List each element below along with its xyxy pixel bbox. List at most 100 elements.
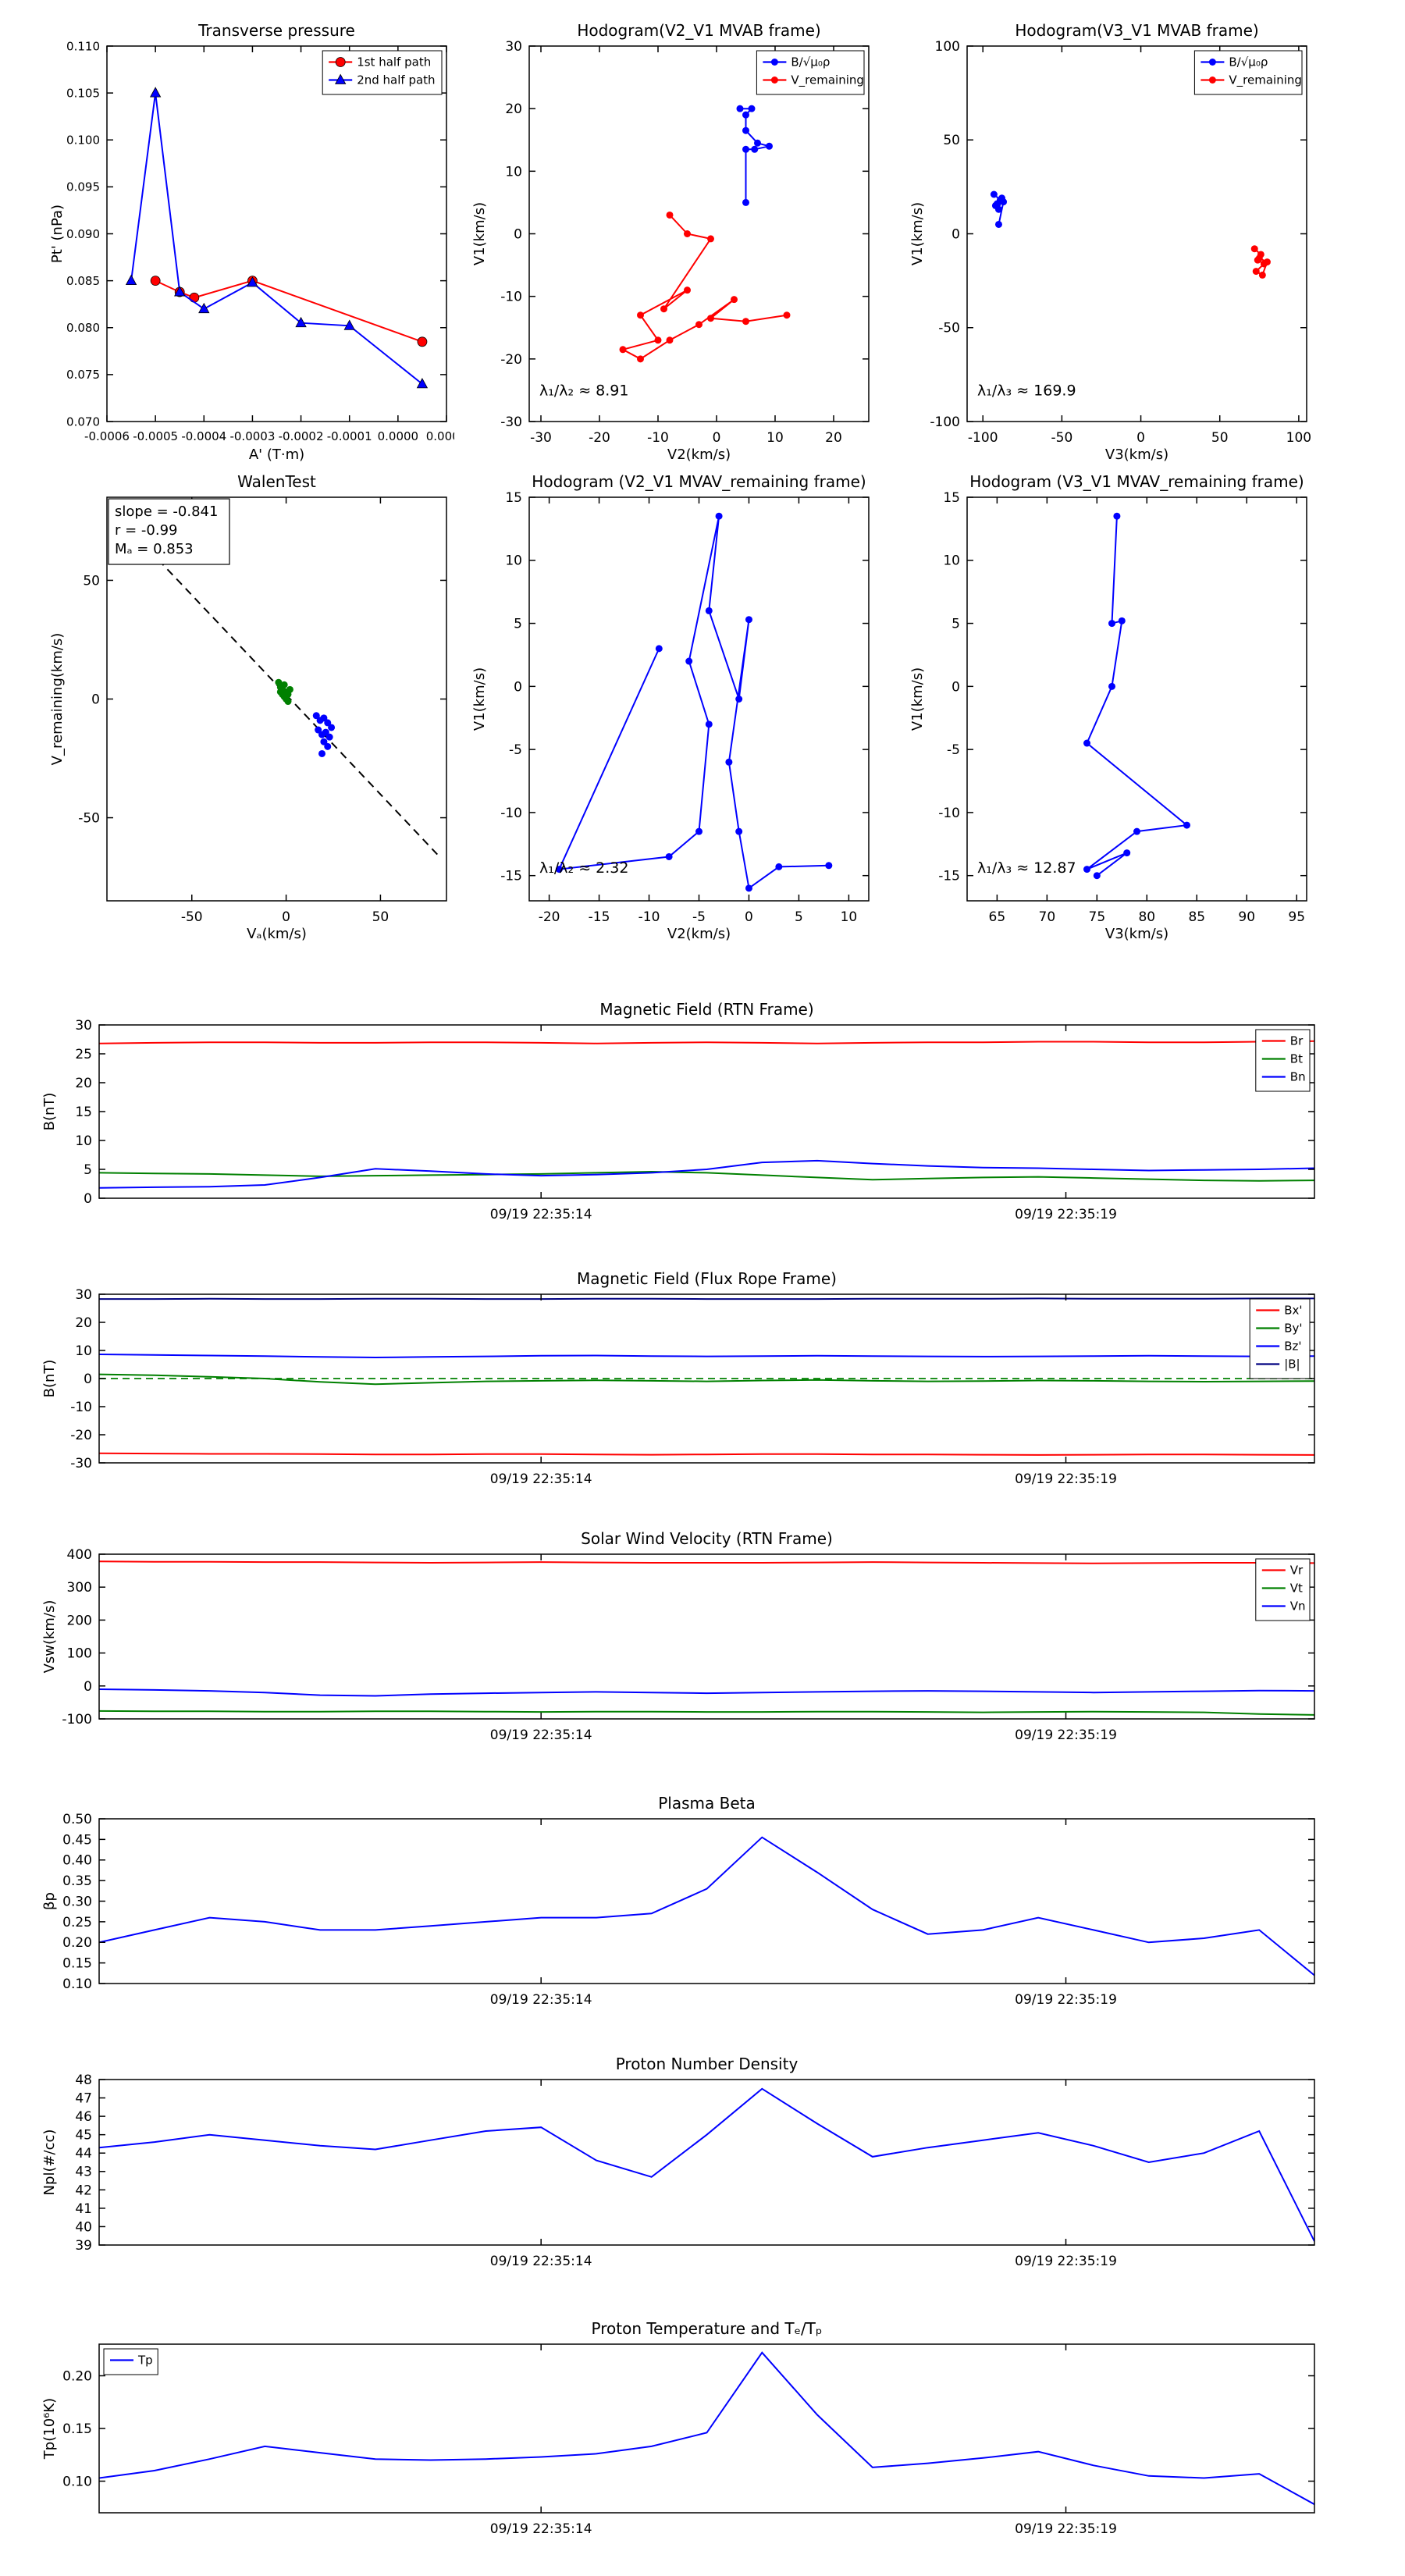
axes-frame: 65 70 75 80 85 90 95 -15 -10 -5 0 5 10 15 [938, 490, 1307, 925]
marker-dot [654, 336, 662, 344]
marker-dot [1255, 254, 1263, 262]
subplot-hodogram-v3v1-mvav: 65 70 75 80 85 90 95 -15 -10 -5 0 5 10 15 Hodogram (V3… [901, 466, 1314, 948]
marker-triangle [416, 378, 429, 389]
y-tick-label: 0 [91, 692, 100, 707]
y-tick-label: 20 [505, 101, 522, 117]
y-axis-label: V1(km/s) [471, 667, 488, 731]
y-tick-label: 30 [75, 1018, 92, 1034]
y-tick-label: 0.10 [62, 1976, 92, 1992]
y-axis-label: B(nT) [41, 1360, 58, 1398]
x-tick-label: 09/19 22:35:19 [1015, 1727, 1117, 1743]
y-tick-label: 40 [75, 2219, 92, 2235]
series-Bt [99, 1170, 1314, 1182]
marker-dot [705, 607, 713, 614]
legend: Bx' By' Bz' |B| [1249, 1298, 1311, 1379]
marker-triangle [125, 274, 137, 286]
y-tick-label: -20 [500, 352, 522, 368]
marker-dot [994, 220, 1002, 228]
x-axis-label: Vₐ(km/s) [247, 926, 307, 942]
marker-dot [770, 76, 778, 84]
y-tick-label: 0.15 [62, 2421, 92, 2437]
series-layer [555, 512, 833, 892]
y-tick-label: 10 [75, 1133, 92, 1149]
legend-label: 1st half path [357, 55, 431, 69]
marker-dot [666, 336, 674, 344]
marker-dot [748, 105, 756, 112]
solar-wind-velocity-plot: 09/19 22:35:14 09/19 22:35:19 -100 0 100 200 3… [41, 1529, 1315, 1743]
chart-title: Plasma Beta [658, 1794, 756, 1813]
axes-frame: -0.0006 -0.0005 -0.0004 -0.0003 -0.0002 -0.00… [66, 39, 467, 443]
marker-dot [1133, 827, 1140, 835]
legend-label: By' [1284, 1322, 1302, 1336]
marker-dot [754, 139, 761, 147]
x-tick-label: -0.0005 [133, 429, 178, 443]
marker-dot [745, 616, 752, 624]
marker-dot [312, 712, 320, 720]
x-tick-label: 80 [1138, 909, 1155, 925]
marker-dot [725, 758, 733, 766]
series-V_remaining [1086, 516, 1189, 877]
walen-test-plot: -50 0 50 -50 0 50 WalenTest Vₐ(km/s) V_remaining… [49, 472, 447, 942]
y-tick-label: 10 [75, 1343, 92, 1359]
y-tick-label: 42 [75, 2183, 92, 2198]
marker-triangle [198, 302, 210, 314]
marker-circle [189, 292, 200, 303]
x-tick-label: -10 [647, 430, 669, 446]
y-tick-label: 0 [951, 226, 960, 242]
legend-label: Vn [1290, 1599, 1306, 1614]
x-tick-label: -5 [692, 909, 706, 925]
y-tick-label: 50 [83, 573, 100, 589]
x-tick-label: -15 [589, 909, 610, 925]
y-tick-label: 50 [943, 133, 960, 148]
series-layer [990, 190, 1271, 279]
marker-dot [1083, 866, 1091, 873]
stats-line: r = -0.99 [115, 522, 178, 539]
series-layer [99, 1297, 1314, 1456]
legend-label: Vt [1290, 1582, 1303, 1596]
x-tick-label: 09/19 22:35:14 [490, 2521, 592, 2537]
marker-dot [766, 142, 773, 150]
marker-dot [637, 311, 644, 319]
axes-frame: -50 0 50 -50 0 50 [78, 496, 447, 925]
marker-dot [1113, 512, 1121, 520]
legend: Vr Vt Vn [1255, 1558, 1311, 1621]
series-Vr [99, 1560, 1314, 1564]
marker-dot [320, 738, 328, 745]
plasma-beta-plot: 09/19 22:35:14 09/19 22:35:19 0.10 0.15 0.20… [41, 1794, 1315, 2008]
y-axis-label: Tp(10⁶K) [41, 2398, 58, 2460]
y-tick-label: 5 [951, 617, 960, 632]
y-tick-label: 0 [84, 1372, 92, 1387]
y-tick-label: 5 [84, 1162, 92, 1178]
y-tick-label: 39 [75, 2238, 92, 2254]
marker-dot [707, 235, 714, 243]
legend-label: Bt [1290, 1052, 1303, 1066]
legend-label: B/√μ₀ρ [791, 55, 830, 69]
y-axis-label: V1(km/s) [471, 202, 488, 265]
x-tick-label: 09/19 22:35:14 [490, 1471, 592, 1487]
marker-dot [735, 827, 743, 835]
x-tick-label: -0.0003 [229, 429, 275, 443]
marker-dot [685, 657, 693, 665]
chart-title: Hodogram(V2_V1 MVAB frame) [577, 21, 820, 40]
y-tick-label: 0.080 [66, 321, 100, 335]
magnetic-field-rtn-plot: 09/19 22:35:14 09/19 22:35:19 0 5 10 15 20 25 30… [41, 1000, 1315, 1222]
x-tick-label: 100 [1286, 430, 1311, 446]
stats-line: slope = -0.841 [115, 503, 218, 520]
y-tick-label: 15 [505, 490, 522, 506]
marker-dot [990, 190, 998, 198]
marker-dot [1123, 849, 1131, 857]
axes-frame: 09/19 22:35:14 09/19 22:35:19 39 40 41 42 43 44… [75, 2073, 1315, 2269]
marker-triangle [247, 276, 258, 287]
marker-dot [695, 321, 702, 329]
y-tick-label: 0.30 [62, 1894, 92, 1909]
x-axis-label: V3(km/s) [1105, 926, 1168, 942]
y-axis-label: Vsw(km/s) [41, 1600, 58, 1674]
marker-dot [328, 724, 336, 731]
marker-dot [705, 720, 713, 728]
chart-title: Transverse pressure [197, 21, 355, 40]
marker-dot [1093, 872, 1101, 880]
marker-dot [555, 866, 563, 873]
series-Vn [99, 1688, 1314, 1697]
x-tick-label: 90 [1238, 909, 1255, 925]
marker-dot [736, 105, 744, 112]
